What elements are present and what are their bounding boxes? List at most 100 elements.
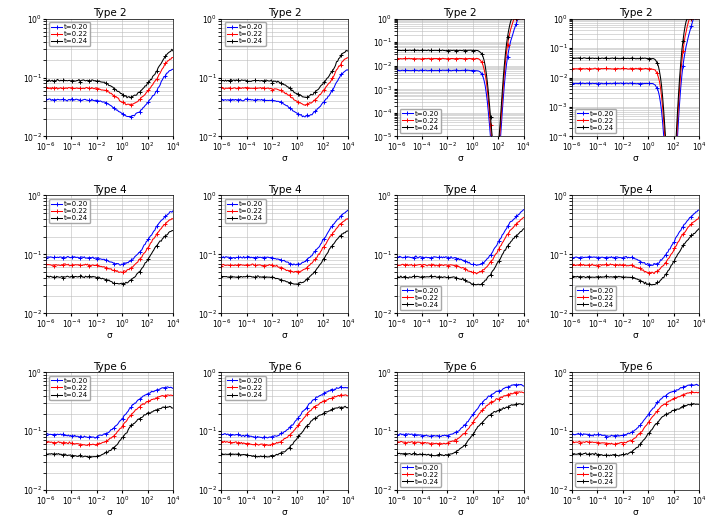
t=0.20 xyxy=(693,15,702,21)
Line: t=0.24: t=0.24 xyxy=(44,228,175,286)
t=0.20 xyxy=(516,209,525,216)
t=0.20 xyxy=(169,385,177,392)
t=0.22 xyxy=(112,94,121,100)
X-axis label: σ: σ xyxy=(282,331,287,340)
t=0.20 xyxy=(480,77,489,84)
t=0.24 xyxy=(691,229,700,235)
t=0.20 xyxy=(341,209,349,216)
t=0.22 xyxy=(695,15,703,22)
Line: t=0.20: t=0.20 xyxy=(219,68,350,119)
t=0.22 xyxy=(251,85,260,91)
Title: Type 2: Type 2 xyxy=(618,8,652,18)
t=0.20 xyxy=(306,400,314,407)
Line: t=0.24: t=0.24 xyxy=(395,402,526,458)
t=0.24 xyxy=(476,281,484,288)
t=0.24 xyxy=(520,401,528,407)
t=0.20 xyxy=(472,262,481,269)
t=0.22 xyxy=(520,15,528,22)
Legend: t=0.20, t=0.22, t=0.24: t=0.20, t=0.22, t=0.24 xyxy=(400,463,441,487)
Line: t=0.24: t=0.24 xyxy=(219,48,350,100)
t=0.20 xyxy=(251,96,260,103)
t=0.22 xyxy=(165,56,174,63)
X-axis label: σ: σ xyxy=(633,508,638,517)
t=0.20 xyxy=(493,157,502,164)
t=0.24 xyxy=(480,57,489,64)
Line: t=0.24: t=0.24 xyxy=(570,16,701,193)
t=0.24 xyxy=(68,273,77,280)
t=0.22 xyxy=(419,261,427,268)
t=0.20 xyxy=(691,382,700,388)
t=0.22 xyxy=(481,405,489,411)
Line: t=0.24: t=0.24 xyxy=(395,16,526,158)
t=0.24 xyxy=(493,408,502,414)
t=0.24 xyxy=(568,274,576,280)
t=0.22 xyxy=(42,84,50,91)
t=0.24 xyxy=(419,47,427,54)
Line: t=0.20: t=0.20 xyxy=(395,208,526,268)
t=0.20 xyxy=(169,66,177,73)
t=0.20 xyxy=(594,80,603,86)
t=0.24 xyxy=(393,273,401,280)
t=0.22 xyxy=(426,262,435,268)
t=0.20 xyxy=(481,258,489,264)
t=0.24 xyxy=(131,420,139,427)
t=0.22 xyxy=(306,99,314,105)
t=0.20 xyxy=(244,253,252,260)
t=0.24 xyxy=(287,87,296,94)
t=0.22 xyxy=(669,396,678,403)
t=0.24 xyxy=(68,453,77,459)
t=0.20 xyxy=(426,67,435,74)
t=0.22 xyxy=(131,408,139,414)
t=0.22 xyxy=(143,399,152,405)
t=0.24 xyxy=(112,87,121,93)
t=0.20 xyxy=(568,431,576,437)
t=0.20 xyxy=(68,434,77,440)
t=0.24 xyxy=(517,401,526,408)
t=0.22 xyxy=(68,85,77,92)
t=0.24 xyxy=(493,144,502,150)
t=0.20 xyxy=(344,385,352,392)
t=0.20 xyxy=(143,100,152,106)
t=0.22 xyxy=(217,262,225,269)
t=0.24 xyxy=(167,46,176,52)
t=0.22 xyxy=(337,392,345,398)
t=0.22 xyxy=(638,267,647,273)
t=0.20 xyxy=(343,67,352,73)
t=0.24 xyxy=(112,280,121,287)
t=0.20 xyxy=(42,432,50,438)
t=0.22 xyxy=(169,392,177,399)
t=0.22 xyxy=(594,66,603,72)
t=0.20 xyxy=(306,254,314,261)
t=0.20 xyxy=(131,254,139,260)
t=0.24 xyxy=(169,227,177,234)
t=0.24 xyxy=(85,454,94,461)
t=0.20 xyxy=(638,80,647,86)
t=0.22 xyxy=(480,66,489,73)
t=0.20 xyxy=(602,254,610,261)
t=0.24 xyxy=(165,49,174,55)
t=0.22 xyxy=(568,66,576,72)
Legend: t=0.20, t=0.22, t=0.24: t=0.20, t=0.22, t=0.24 xyxy=(400,286,441,310)
t=0.24 xyxy=(695,15,703,22)
t=0.24 xyxy=(568,451,576,457)
t=0.24 xyxy=(657,416,665,422)
t=0.22 xyxy=(393,56,401,62)
t=0.20 xyxy=(251,254,260,261)
t=0.20 xyxy=(167,384,175,391)
t=0.22 xyxy=(318,398,327,404)
t=0.24 xyxy=(167,404,175,410)
t=0.22 xyxy=(602,440,610,447)
X-axis label: σ: σ xyxy=(633,154,638,163)
Title: Type 2: Type 2 xyxy=(268,8,301,18)
t=0.24 xyxy=(344,404,352,410)
t=0.22 xyxy=(167,392,175,398)
t=0.20 xyxy=(657,257,665,263)
t=0.24 xyxy=(638,279,647,285)
t=0.20 xyxy=(76,97,84,103)
t=0.24 xyxy=(165,228,174,235)
t=0.20 xyxy=(306,112,314,118)
t=0.24 xyxy=(693,401,701,407)
t=0.24 xyxy=(76,78,84,85)
t=0.20 xyxy=(127,113,136,120)
t=0.24 xyxy=(434,453,443,460)
